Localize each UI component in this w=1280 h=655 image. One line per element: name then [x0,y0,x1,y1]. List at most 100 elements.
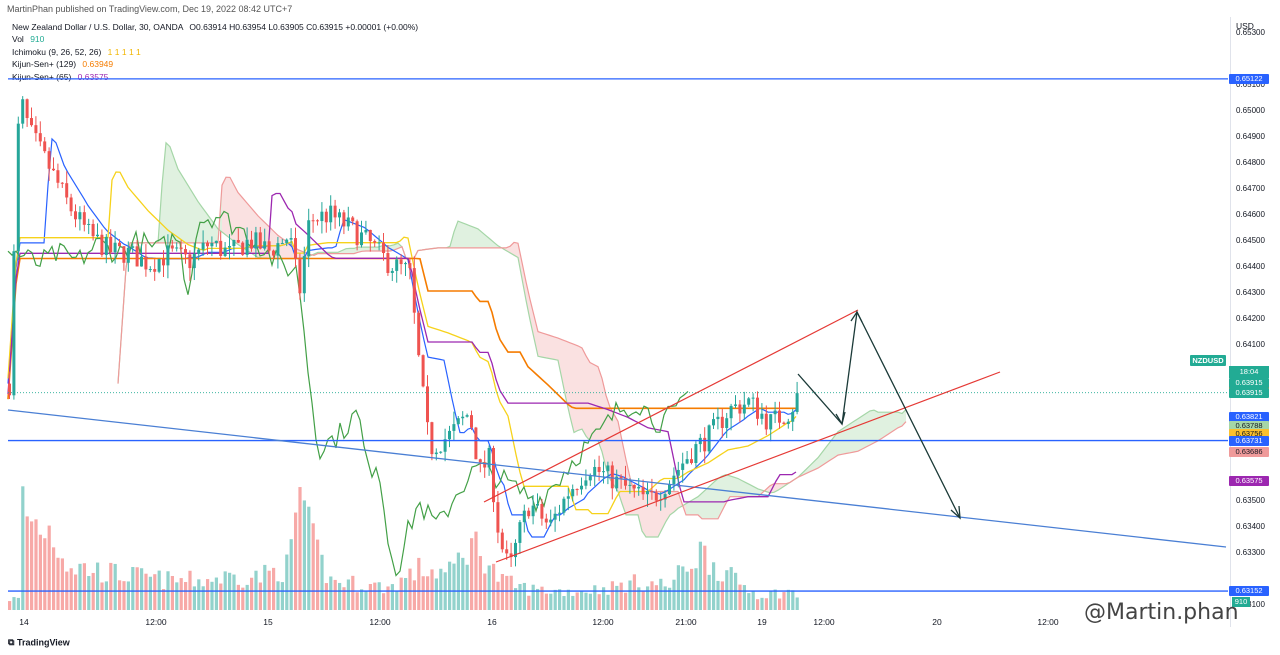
candle-body [703,437,707,452]
cloud-segment [582,347,586,437]
candle-body [131,246,135,248]
volume-bar [298,487,302,610]
price-tick-label: 0.64300 [1236,287,1265,297]
candle-body [500,532,504,550]
volume-bar [584,592,588,610]
legend-ichimoku-row[interactable]: Ichimoku (9, 26, 52, 26) 1 1 1 1 1 [12,46,418,58]
candle-body [654,492,658,501]
candle-body [549,519,553,523]
cloud-segment [854,418,858,452]
legend-vol-value: 910 [30,34,45,45]
candle-body [791,411,795,422]
volume-bar [364,591,368,610]
volume-bar [434,578,438,610]
candle-body [694,444,698,464]
volume-bar [417,557,421,610]
candle-body [210,243,214,247]
tradingview-logo[interactable]: ⧉ TradingView [8,637,70,648]
price-chart[interactable] [0,0,1230,630]
cloud-segment [738,478,742,497]
candle-body [113,242,117,253]
candle-body [272,250,275,256]
cloud-segment [538,331,542,358]
candle-body [338,212,341,218]
volume-bar [707,574,711,610]
volume-bar [219,583,223,610]
candle-body [135,246,139,267]
candle-body [408,263,412,269]
time-label: 12:00 [592,617,614,627]
candle-body [637,486,641,489]
volume-bar [179,578,183,610]
volume-bar [263,564,267,610]
volume-bar [549,593,553,610]
candle-body [78,212,82,220]
candle-body [527,510,531,517]
cloud-segment [454,221,458,248]
candle-body [16,123,20,252]
candle-body [162,259,165,266]
candle-body [82,212,86,225]
cloud-segment [778,483,782,491]
candle-body [307,220,311,257]
price-axis[interactable] [1230,17,1280,627]
kijun-65-line [7,192,797,503]
volume-bar [302,500,306,610]
candle-body [751,397,755,399]
candle-body [267,241,271,251]
volume-bar [716,580,720,610]
volume-bar [540,586,544,610]
candle-body [254,232,258,249]
drawings[interactable] [7,78,1228,592]
cloud-segment [342,248,346,254]
candle-body [122,246,126,263]
candle-body [430,422,434,455]
candle-body [60,182,64,184]
candle-body [676,469,680,476]
cloud-segment [178,169,182,243]
volume-bar [738,584,742,610]
cloud-segment [846,423,850,454]
price-tag: 0.63788 [1229,420,1269,431]
volume-bar [619,582,623,610]
cloud-segment [558,338,562,380]
cloud-segment [878,412,882,441]
legend-symbol-row[interactable]: New Zealand Dollar / U.S. Dollar, 30, OA… [12,21,418,33]
legend-kijun129-row[interactable]: Kijun-Sen+ (129) 0.63949 [12,58,418,70]
volume-bar [553,589,557,610]
volume-bar [74,574,78,610]
cloud-segment [734,477,738,497]
volume-bar [544,593,548,610]
candle-body [38,133,42,142]
bar-countdown: 18:04 [1229,366,1269,378]
candle-body [681,463,685,470]
legend-symbol: New Zealand Dollar / U.S. Dollar, 30, OA… [12,22,184,32]
candle-body [342,212,346,227]
candle-body [439,451,443,453]
candle-body [96,234,99,237]
time-label: 14 [19,617,29,627]
time-axis[interactable]: 14 12:00 15 12:00 16 12:00 21:00 19 12:00 20 12:00 [0,617,1230,655]
legend-kijun129-value: 0.63949 [82,59,114,70]
candle-body [329,205,333,223]
candle-body [734,404,737,406]
candle-body [236,240,240,243]
time-label: 16 [487,617,497,627]
legend-kijun65-row[interactable]: Kijun-Sen+ (65) 0.63575 [12,71,418,83]
legend-volume-row[interactable]: Vol 910 [12,33,418,45]
candle-body [157,259,161,272]
volume-bar [342,587,346,610]
candle-body [140,256,143,267]
volume-bar [148,576,152,610]
projection-path [797,309,961,519]
time-label: 19 [757,617,767,627]
descending-trendline [7,409,1227,548]
candle-body [144,256,148,270]
candle-body [184,249,187,255]
cloud-segment [350,248,354,254]
price-tick-label: 0.64100 [1236,339,1265,349]
candle-body [417,312,421,356]
cloud-segment [838,429,842,456]
volume-bar [320,554,324,610]
volume-bar [373,582,377,610]
